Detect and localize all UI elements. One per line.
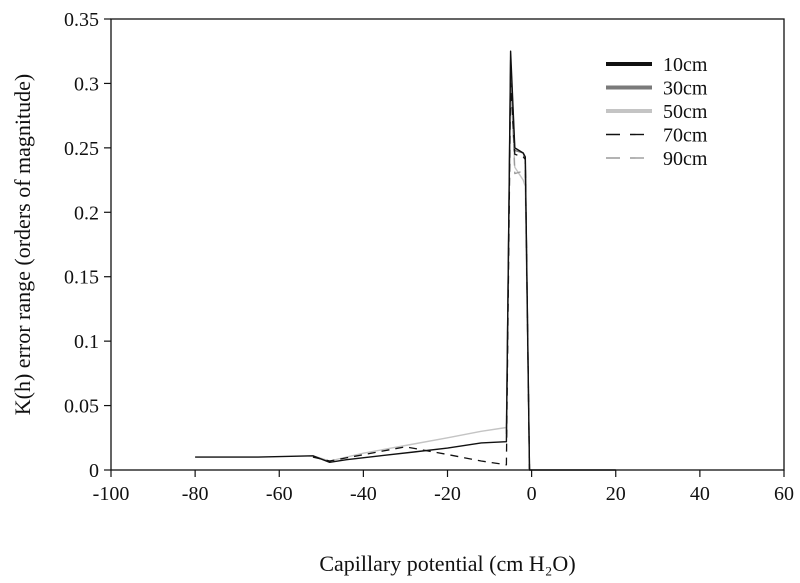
y-tick-label: 0.3 <box>74 73 99 95</box>
y-tick-label: 0.05 <box>64 396 99 418</box>
x-tick-label: 60 <box>774 483 794 505</box>
axes: -100 -80 -60 -40 -20 0 20 40 60 0 0.05 0.1 0.15 0.2 0.… <box>64 9 794 505</box>
x-tick-label: 20 <box>606 483 626 505</box>
x-tick-label: -20 <box>434 483 461 505</box>
y-axis-title: K(h) error range (orders of magnitude) <box>10 74 35 415</box>
y-tick-label: 0 <box>89 460 99 482</box>
legend-label-10cm: 10cm <box>663 54 708 76</box>
legend-label-30cm: 30cm <box>663 78 708 100</box>
y-tick-label: 0.25 <box>64 138 99 160</box>
x-tick-label: 40 <box>690 483 710 505</box>
series-line-50cm <box>312 76 531 471</box>
series-group <box>195 50 616 471</box>
y-tick-label: 0.2 <box>74 202 99 224</box>
x-tick-label: -80 <box>182 483 209 505</box>
legend-label-70cm: 70cm <box>663 125 708 147</box>
series-line-70cm <box>312 82 534 471</box>
legend-label-90cm: 90cm <box>663 148 708 170</box>
y-tick-label: 0.1 <box>74 331 99 353</box>
x-tick-label: 0 <box>527 483 537 505</box>
y-tick-label: 0.35 <box>64 9 99 31</box>
series-line-10cm <box>195 50 616 471</box>
x-axis-title: Capillary potential (cm H₂O) <box>319 551 575 576</box>
x-tick-label: -40 <box>350 483 377 505</box>
x-tick-label: -60 <box>266 483 293 505</box>
x-tick-label: -100 <box>93 483 130 505</box>
y-tick-label: 0.15 <box>64 267 99 289</box>
legend-label-50cm: 50cm <box>663 101 708 123</box>
